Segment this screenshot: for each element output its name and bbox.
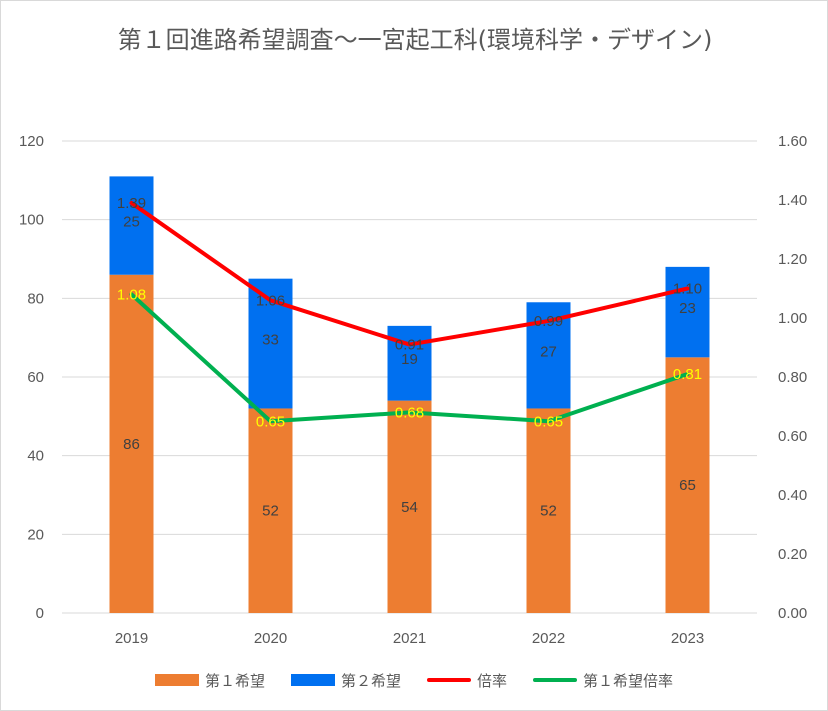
- data-label-first-choice-ratio: 0.68: [395, 404, 424, 421]
- y-right-tick-label: 0.00: [778, 605, 807, 622]
- legend-label-first-choice: 第１希望: [204, 671, 265, 690]
- y-right-tick-label: 0.20: [778, 546, 807, 563]
- bar-first-choice: [665, 357, 710, 613]
- legend-label-first-choice-ratio: 第１希望倍率: [583, 671, 674, 690]
- data-label-second-choice: 19: [401, 351, 418, 368]
- data-label-ratio: 0.99: [534, 313, 563, 330]
- y-left-tick-label: 100: [19, 212, 44, 229]
- data-label-second-choice: 33: [262, 332, 279, 349]
- bar-second-choice: [109, 176, 154, 275]
- bar-second-choice: [665, 266, 710, 358]
- x-tick-label: 2019: [115, 630, 148, 647]
- line-ratio: [129, 200, 690, 347]
- legend-swatch-first-choice: [154, 674, 199, 686]
- legend-swatch-first-choice-ratio: [533, 678, 578, 682]
- data-label-first-choice-ratio: 0.65: [256, 413, 285, 430]
- y-right-tick-label: 0.60: [778, 428, 807, 445]
- chart-title: 第１回進路希望調査〜一宮起工科(環境科学・デザイン): [117, 26, 713, 54]
- x-tick-label: 2023: [671, 630, 704, 647]
- y-left-tick-label: 80: [27, 290, 44, 307]
- y-left-tick-label: 60: [27, 369, 44, 386]
- data-label-first-choice: 54: [401, 499, 418, 516]
- legend-swatch-ratio: [427, 678, 471, 682]
- data-label-first-choice-ratio: 0.81: [673, 366, 702, 383]
- data-label-first-choice: 65: [679, 477, 696, 494]
- data-label-ratio: 1.10: [673, 281, 702, 298]
- data-label-ratio: 1.06: [256, 292, 285, 309]
- data-label-ratio: 1.39: [117, 195, 146, 212]
- data-label-second-choice: 23: [679, 300, 696, 317]
- chart-legend: 第１希望 第２希望 倍率 第１希望倍率: [0, 668, 828, 692]
- data-label-first-choice: 52: [262, 503, 279, 520]
- legend-swatch-second-choice: [290, 674, 335, 686]
- y-right-tick-label: 0.80: [778, 369, 807, 386]
- data-label-first-choice-ratio: 1.08: [117, 286, 146, 303]
- legend-label-ratio: 倍率: [477, 671, 508, 690]
- y-right-tick-label: 1.60: [778, 133, 807, 150]
- legend-item-ratio: 倍率: [427, 670, 507, 691]
- data-label-second-choice: 25: [123, 214, 140, 231]
- y-right-tick-label: 1.20: [778, 251, 807, 268]
- y-left-tick-label: 120: [19, 133, 44, 150]
- bar-first-choice: [248, 408, 293, 613]
- data-label-second-choice: 27: [540, 343, 557, 360]
- y-left-tick-label: 20: [27, 526, 44, 543]
- data-label-first-choice-ratio: 0.65: [534, 413, 563, 430]
- legend-item-first-choice: 第１希望: [154, 670, 265, 691]
- bar-first-choice: [387, 400, 432, 613]
- y-right-tick-label: 1.00: [778, 310, 807, 327]
- data-label-first-choice: 52: [540, 503, 557, 520]
- legend-item-second-choice: 第２希望: [290, 670, 401, 691]
- line-first-choice-ratio: [129, 292, 690, 424]
- x-tick-label: 2021: [393, 630, 426, 647]
- bar-first-choice: [526, 408, 571, 613]
- x-tick-label: 2022: [532, 630, 565, 647]
- y-left-tick-label: 40: [27, 448, 44, 465]
- x-tick-label: 2020: [254, 630, 287, 647]
- y-left-tick-label: 0: [36, 605, 44, 622]
- y-right-tick-label: 1.40: [778, 192, 807, 209]
- legend-label-second-choice: 第２希望: [340, 671, 401, 690]
- legend-item-first-choice-ratio: 第１希望倍率: [533, 670, 673, 691]
- data-label-first-choice: 86: [123, 436, 140, 453]
- data-label-ratio: 0.91: [395, 337, 424, 354]
- y-right-tick-label: 0.40: [778, 487, 807, 504]
- bar-first-choice: [109, 274, 154, 613]
